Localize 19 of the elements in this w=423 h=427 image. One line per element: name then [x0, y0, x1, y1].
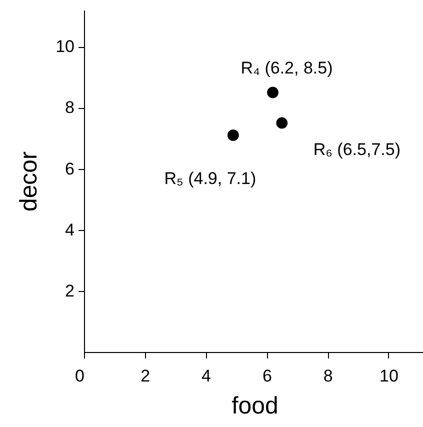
x-tick-label: 4: [202, 366, 212, 386]
x-tick-label: 6: [262, 366, 272, 386]
y-tick-label: 8: [65, 98, 74, 118]
x-tick-label: 10: [380, 366, 398, 386]
y-tick-label: 6: [65, 159, 74, 178]
y-axis-title: decor: [16, 151, 43, 212]
x-tick-label: 0: [75, 366, 84, 386]
y-tick-label: 2: [65, 281, 74, 300]
point: [276, 117, 288, 129]
y-tick-label: 4: [65, 220, 74, 240]
annotation: R₅ (4.9, 7.1): [164, 169, 256, 188]
annotation: R₆ (6.5,7.5): [313, 140, 400, 159]
x-axis-title: food: [232, 392, 278, 420]
x-tick-label: 2: [140, 366, 150, 386]
point: [227, 130, 239, 141]
x-tick-label: 8: [323, 366, 333, 386]
point: [267, 86, 278, 98]
y-tick-label: 10: [56, 37, 74, 56]
annotation: R₄ (6.2, 8.5): [240, 58, 333, 78]
